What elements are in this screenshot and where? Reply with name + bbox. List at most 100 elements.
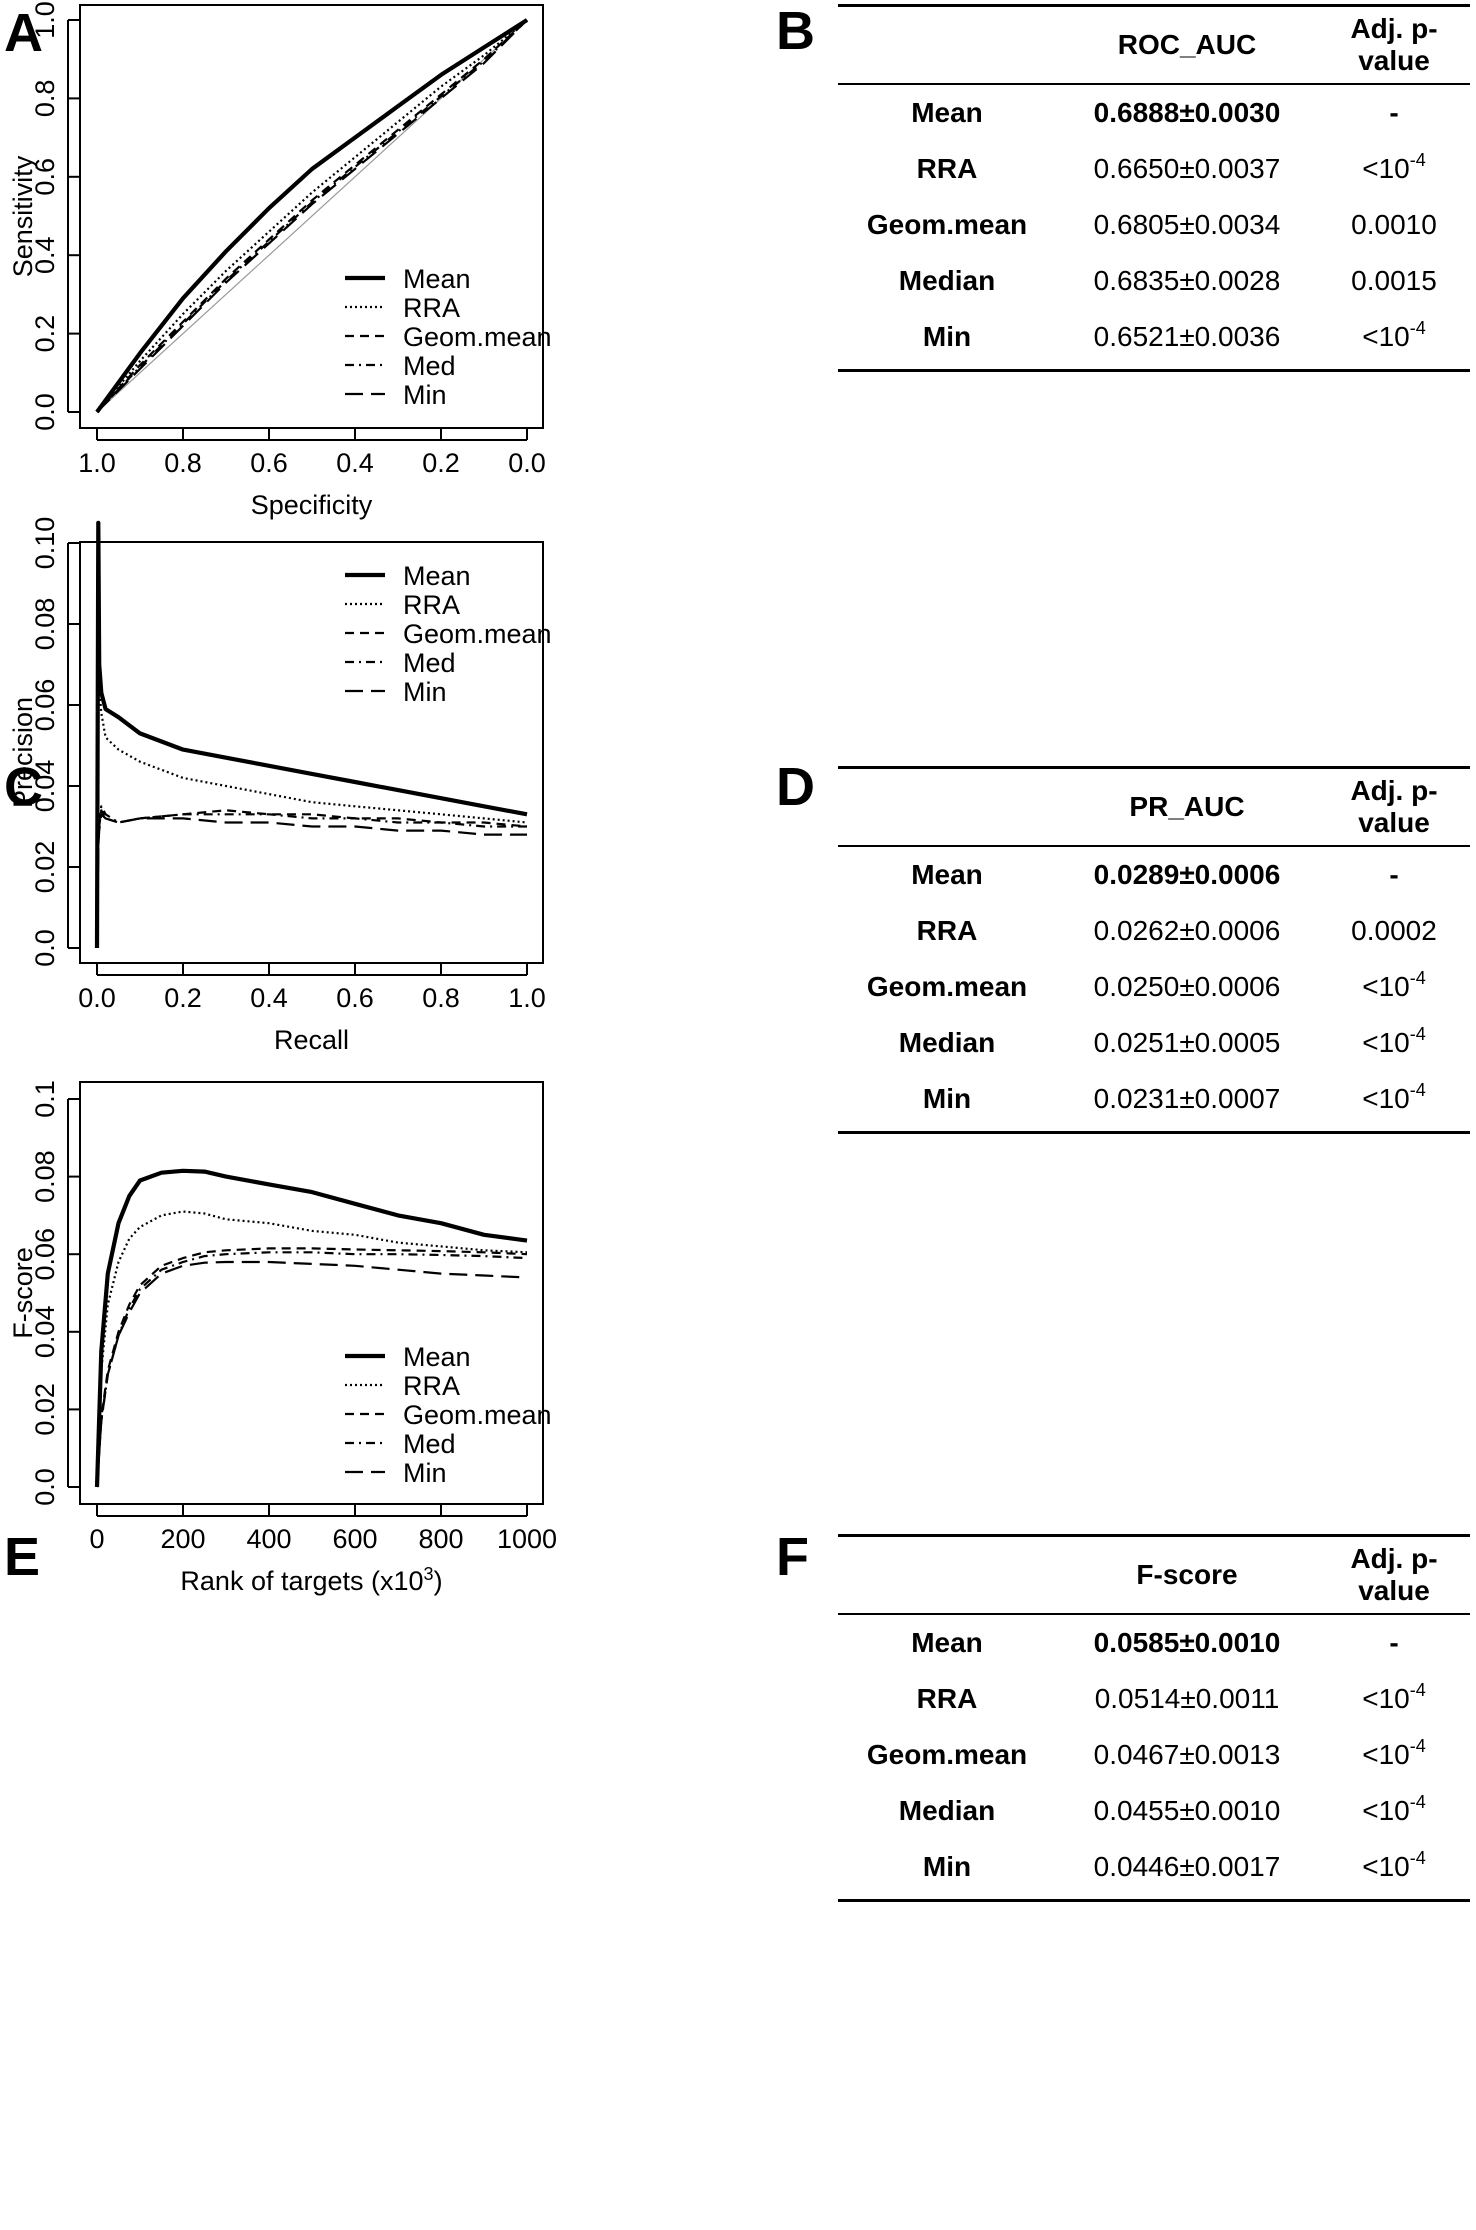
- row-value: 0.0585±0.0010: [1093, 1627, 1281, 1658]
- x-tick-label: 0.4: [336, 448, 374, 478]
- x-tick-label: 400: [246, 1524, 291, 1554]
- row-value: 0.0455±0.0010: [1093, 1795, 1281, 1826]
- row-value: 0.6835±0.0028: [1093, 265, 1281, 296]
- x-tick-label: 1.0: [78, 448, 116, 478]
- y-tick-label: 0.04: [30, 760, 60, 813]
- y-tick-label: 0.04: [30, 1306, 60, 1359]
- table-row: Geom.mean 0.0250±0.0006 <10-4: [838, 959, 1470, 1015]
- row-value: 0.0289±0.0006: [1093, 859, 1281, 890]
- y-tick-label: 0.8: [30, 80, 60, 118]
- pvalue-exponent: -4: [1409, 1792, 1426, 1812]
- table-row: RRA 0.0514±0.0011 <10-4: [838, 1671, 1470, 1727]
- y-tick-label: 0.02: [30, 841, 60, 894]
- table-header-row: PR_AUC Adj. p-value: [838, 769, 1470, 845]
- row-value: 0.0251±0.0005: [1093, 1027, 1281, 1058]
- row-method: Min: [922, 321, 972, 352]
- x-axis-label-text: Recall: [274, 1025, 349, 1055]
- row-pvalue: <10-4: [1318, 1680, 1470, 1715]
- roc-curve-chart: 1.0 0.8 0.6 0.4 0.2 0.0 0.0 0.2 0.4 0.6 0.8 1.0 Spec…: [8, 1, 552, 520]
- row-value: 0.6888±0.0030: [1093, 97, 1281, 128]
- row-method: Median: [898, 265, 996, 296]
- table-row: Mean 0.0585±0.0010 -: [838, 1615, 1470, 1671]
- precision-recall-chart: 0.0 0.2 0.4 0.6 0.8 1.0 0.0 0.02 0.04 0.06 0.08 0.1…: [8, 517, 552, 1055]
- legend-label: Min: [403, 677, 447, 707]
- row-pvalue: -: [1318, 1627, 1470, 1659]
- series-line-rra: [95, 1210, 528, 1488]
- pvalue-exponent: -4: [1409, 1848, 1426, 1868]
- table-row: Geom.mean 0.0467±0.0013 <10-4: [838, 1727, 1470, 1783]
- table-row: RRA 0.6650±0.0037 <10-4: [838, 141, 1470, 197]
- row-method: Median: [898, 1795, 996, 1826]
- fscore-table: F-score Adj. p-value Mean 0.0585±0.0010 - R…: [838, 1534, 1470, 1902]
- plot-frame: [79, 541, 544, 964]
- row-pvalue: <10-4: [1318, 968, 1470, 1003]
- row-method: Min: [922, 1083, 972, 1114]
- row-method: Min: [922, 1851, 972, 1882]
- legend-label: Med: [403, 1429, 456, 1459]
- row-pvalue: <10-4: [1318, 1737, 1470, 1771]
- x-tick-label: 0.6: [336, 983, 374, 1013]
- x-axis-label: Recall: [274, 1025, 349, 1055]
- series-line-min: [95, 813, 527, 949]
- pvalue-text: <10: [1362, 1739, 1410, 1770]
- panel-label-e: E: [4, 1527, 41, 1587]
- y-tick-label: 0.02: [30, 1383, 60, 1436]
- row-pvalue: 0.0002: [1318, 915, 1470, 947]
- y-tick-label: 0.10: [30, 517, 60, 570]
- pr-auc-table: PR_AUC Adj. p-value Mean 0.0289±0.0006 - RR…: [838, 766, 1470, 1134]
- table-row: Geom.mean 0.6805±0.0034 0.0010: [838, 197, 1470, 253]
- y-tick-label: 0.6: [30, 158, 60, 196]
- x-tick-label: 0: [89, 1524, 104, 1554]
- table-body: Mean 0.0289±0.0006 - RRA 0.0262±0.0006 0.0002…: [838, 847, 1470, 1127]
- row-value: 0.0467±0.0013: [1093, 1739, 1281, 1770]
- x-tick-label: 0.0: [508, 448, 546, 478]
- table-row: Mean 0.6888±0.0030 -: [838, 85, 1470, 141]
- table-row: Median 0.0455±0.0010 <10-4: [838, 1783, 1470, 1839]
- x-tick-label: 1000: [497, 1524, 557, 1554]
- row-method: Geom.mean: [866, 1739, 1028, 1770]
- pvalue-text: 0.0002: [1351, 915, 1437, 946]
- series-line-mean: [94, 1168, 528, 1488]
- row-pvalue: <10-4: [1318, 1848, 1470, 1883]
- pvalue-text: <10: [1362, 1083, 1410, 1114]
- header-pvalue: Adj. p-value: [1350, 13, 1438, 76]
- legend-label: Mean: [403, 1342, 471, 1372]
- x-tick-label: 0.0: [78, 983, 116, 1013]
- y-tick-label: 0.0: [30, 929, 60, 967]
- x-axis-label-exponent: 3: [424, 1564, 434, 1584]
- series-line-med: [95, 805, 527, 949]
- y-tick-label: 0.08: [30, 598, 60, 651]
- plot-frame: [79, 1081, 544, 1505]
- x-tick-label: 200: [160, 1524, 205, 1554]
- row-method: Mean: [911, 97, 983, 128]
- table-header-row: ROC_AUC Adj. p-value: [838, 7, 1470, 83]
- table-row: Median 0.0251±0.0005 <10-4: [838, 1015, 1470, 1071]
- y-tick-label: 0.4: [30, 236, 60, 274]
- pvalue-text: -: [1389, 1627, 1399, 1658]
- series-line-med: [95, 1251, 528, 1488]
- pvalue-text: <10: [1362, 1027, 1410, 1058]
- row-value: 0.6650±0.0037: [1093, 153, 1281, 184]
- pvalue-text: 0.0015: [1351, 265, 1437, 296]
- x-axis-label: Specificity: [251, 490, 373, 520]
- legend-label: RRA: [403, 1371, 460, 1401]
- legend-label: Mean: [403, 561, 471, 591]
- row-pvalue: 0.0015: [1318, 265, 1470, 297]
- pvalue-exponent: -4: [1409, 968, 1426, 988]
- table-row: Min 0.6521±0.0036 <10-4: [838, 309, 1470, 365]
- pvalue-exponent: -4: [1409, 1680, 1426, 1700]
- roc-auc-table: ROC_AUC Adj. p-value Mean 0.6888±0.0030 - R…: [838, 4, 1470, 372]
- row-method: Mean: [911, 859, 983, 890]
- pvalue-text: -: [1389, 97, 1399, 128]
- pvalue-exponent: -4: [1409, 1024, 1426, 1044]
- row-value: 0.0446±0.0017: [1093, 1851, 1281, 1882]
- y-tick-label: 0.08: [30, 1150, 60, 1203]
- row-pvalue: -: [1318, 97, 1470, 129]
- x-tick-label: 600: [332, 1524, 377, 1554]
- table-row: Min 0.0231±0.0007 <10-4: [838, 1071, 1470, 1127]
- row-pvalue: -: [1318, 859, 1470, 891]
- y-tick-label: 0.0: [30, 1468, 60, 1506]
- legend-label: Med: [403, 351, 456, 381]
- pvalue-text: 0.0010: [1351, 209, 1437, 240]
- row-method: RRA: [916, 915, 978, 946]
